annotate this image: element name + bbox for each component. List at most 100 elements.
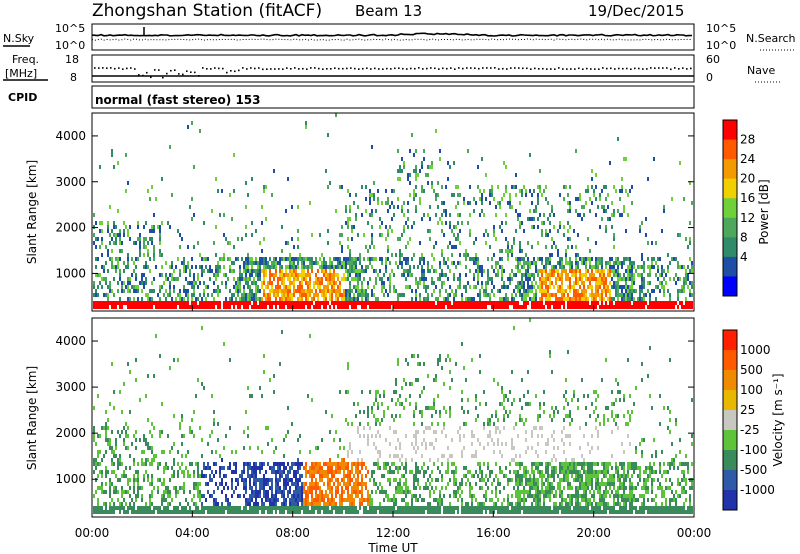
heatmap-cell: [647, 241, 649, 245]
heatmap-cell: [559, 297, 561, 301]
heatmap-cell: [311, 478, 313, 482]
heatmap-cell: [323, 265, 325, 269]
heatmap-cell: [183, 297, 185, 301]
heatmap-cell: [137, 305, 139, 309]
heatmap-cell: [359, 277, 361, 281]
heatmap-cell: [141, 506, 143, 510]
heatmap-cell: [145, 458, 147, 462]
heatmap-cell: [447, 161, 449, 165]
heatmap-cell: [127, 261, 129, 265]
nave-dot: [390, 68, 392, 70]
heatmap-cell: [557, 301, 559, 305]
heatmap-cell: [335, 510, 337, 514]
heatmap-cell: [231, 261, 233, 265]
heatmap-cell: [395, 414, 397, 418]
heatmap-cell: [149, 301, 151, 305]
nave-dot: [618, 67, 620, 70]
heatmap-cell: [581, 293, 583, 297]
heatmap-cell: [319, 277, 321, 281]
heatmap-cell: [595, 241, 597, 245]
heatmap-cell: [327, 478, 329, 482]
heatmap-cell: [487, 257, 489, 261]
nave-dot: [162, 76, 164, 79]
heatmap-cell: [105, 245, 107, 249]
heatmap-cell: [227, 277, 229, 281]
heatmap-cell: [397, 197, 399, 201]
heatmap-cell: [347, 217, 349, 221]
heatmap-cell: [579, 197, 581, 201]
heatmap-cell: [245, 277, 247, 281]
heatmap-cell: [557, 297, 559, 301]
heatmap-cell: [449, 510, 451, 514]
heatmap-cell: [299, 462, 301, 466]
heatmap-cell: [563, 297, 565, 301]
heatmap-cell: [191, 418, 193, 422]
heatmap-cell: [561, 265, 563, 269]
heatmap-cell: [443, 305, 445, 309]
heatmap-cell: [663, 293, 665, 297]
heatmap-cell: [239, 297, 241, 301]
heatmap-cell: [453, 490, 455, 494]
heatmap-cell: [569, 277, 571, 281]
heatmap-cell: [611, 301, 613, 305]
heatmap-cell: [601, 293, 603, 297]
heatmap-cell: [627, 293, 629, 297]
heatmap-cell: [129, 370, 131, 374]
heatmap-cell: [283, 289, 285, 293]
heatmap-cell: [427, 502, 429, 506]
power-ylabel: Slant Range [km]: [25, 160, 39, 264]
heatmap-cell: [377, 197, 379, 201]
heatmap-cell: [657, 301, 659, 305]
heatmap-cell: [525, 293, 527, 297]
heatmap-cell: [557, 289, 559, 293]
heatmap-cell: [195, 265, 197, 269]
heatmap-cell: [279, 490, 281, 494]
nave-dot: [118, 67, 120, 69]
heatmap-cell: [483, 426, 485, 430]
heatmap-cell: [333, 285, 335, 289]
heatmap-cell: [149, 462, 151, 466]
heatmap-cell: [371, 490, 373, 494]
heatmap-cell: [393, 454, 395, 458]
heatmap-cell: [679, 265, 681, 269]
heatmap-cell: [237, 494, 239, 498]
heatmap-cell: [545, 293, 547, 297]
heatmap-cell: [117, 462, 119, 466]
heatmap-cell: [677, 305, 679, 309]
heatmap-cell: [251, 506, 253, 510]
heatmap-cell: [575, 277, 577, 281]
heatmap-cell: [277, 293, 279, 297]
heatmap-cell: [137, 494, 139, 498]
heatmap-cell: [669, 261, 671, 265]
heatmap-cell: [637, 301, 639, 305]
heatmap-cell: [307, 506, 309, 510]
heatmap-cell: [411, 225, 413, 229]
heatmap-cell: [531, 289, 533, 293]
heatmap-cell: [109, 301, 111, 305]
heatmap-cell: [577, 261, 579, 265]
heatmap-cell: [417, 378, 419, 382]
nave-dot: [690, 67, 692, 70]
heatmap-cell: [283, 438, 285, 442]
nave-dot: [414, 67, 416, 70]
heatmap-cell: [677, 261, 679, 265]
heatmap-cell: [429, 165, 431, 169]
heatmap-cell: [491, 257, 493, 261]
nave-dot: [122, 68, 124, 70]
heatmap-cell: [191, 498, 193, 502]
heatmap-cell: [465, 422, 467, 426]
heatmap-cell: [293, 257, 295, 261]
heatmap-cell: [479, 197, 481, 201]
heatmap-cell: [439, 470, 441, 474]
heatmap-cell: [567, 237, 569, 241]
heatmap-cell: [569, 285, 571, 289]
colorbar-tick-label: 4: [740, 250, 748, 264]
heatmap-cell: [311, 466, 313, 470]
heatmap-cell: [433, 281, 435, 285]
heatmap-cell: [347, 454, 349, 458]
heatmap-cell: [289, 285, 291, 289]
heatmap-cell: [387, 506, 389, 510]
heatmap-cell: [393, 462, 395, 466]
heatmap-cell: [269, 301, 271, 305]
heatmap-cell: [355, 269, 357, 273]
